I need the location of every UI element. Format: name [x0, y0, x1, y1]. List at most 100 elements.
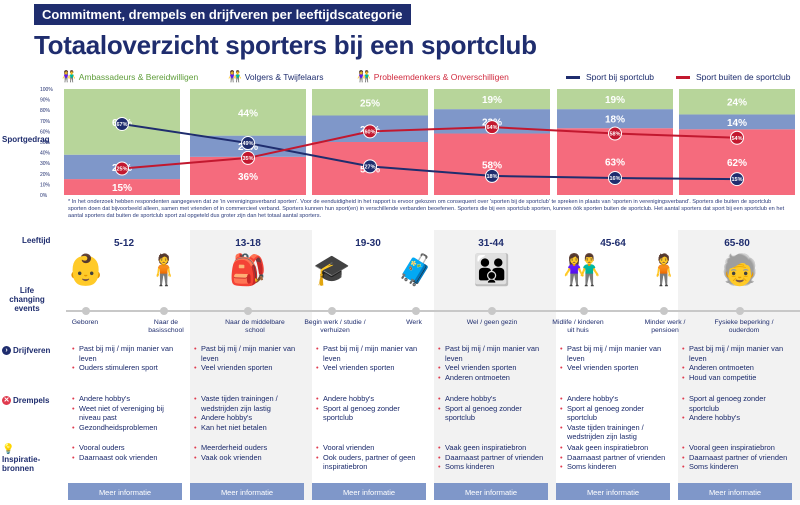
list-item: Anderen ontmoeten: [682, 363, 792, 373]
legend-club-label: Sport bij sportclub: [586, 72, 655, 82]
legend-club: Sport bij sportclub: [566, 70, 654, 84]
list-item: Past bij mij / mijn manier van leven: [194, 344, 304, 363]
line-point: [363, 159, 377, 174]
list-item: Sport al genoeg zonder sportclub: [316, 404, 426, 423]
life-event: Geboren: [71, 319, 99, 326]
bar-value-label: 24%: [727, 98, 747, 109]
life-event: Fysieke beperking / ouderdom: [714, 319, 774, 334]
bar-value-label: 44%: [238, 108, 258, 119]
legend-ambassadors: 👫 Ambassadeurs & Bereidwilligen: [62, 70, 198, 84]
age-label: 13-18: [235, 238, 261, 249]
timeline: [66, 307, 800, 315]
drempels-list: Vaste tijden trainingen / wedstrijden zi…: [194, 394, 304, 432]
row-label-inspiratie: 💡Inspiratie-bronnen: [2, 444, 52, 473]
line-point-label: 35%: [242, 156, 253, 162]
list-item: Daarnaast partner of vrienden: [682, 453, 792, 463]
line-point-label: 18%: [486, 174, 497, 180]
bar-value-label: 19%: [605, 95, 625, 106]
lightbulb-icon: 💡: [2, 444, 15, 455]
row-label-sportgedrag: Sportgedrag: [2, 135, 50, 144]
line-point-label: 54%: [731, 136, 742, 142]
line-point-label: 67%: [116, 122, 127, 128]
age-label: 31-44: [478, 238, 504, 249]
list-item: Ouders stimuleren sport: [72, 363, 182, 373]
life-event: Werk: [406, 319, 422, 326]
more-info-button[interactable]: Meer informatie: [556, 483, 670, 500]
life-event: Minder werk / pensioen: [644, 319, 686, 334]
line-point: [608, 171, 622, 186]
inspiratie-list: Vooral oudersDaarnaast ook vrienden: [72, 443, 182, 462]
legend-ambassadors-label: Ambassadeurs & Bereidwilligen: [78, 72, 199, 82]
line-point: [730, 172, 744, 187]
age-label: 19-30: [355, 238, 381, 249]
row-label-drijfveren: › Drijfveren: [2, 346, 50, 356]
inspiratie-list: Meerderheid oudersVaak ook vrienden: [194, 443, 304, 462]
series-line: [121, 122, 738, 181]
line-point: [608, 126, 622, 141]
line-point: [485, 120, 499, 135]
row-label-life: Life changing events: [9, 286, 45, 313]
list-item: Past bij mij / mijn manier van leven: [682, 344, 792, 363]
drijfveren-list: Past bij mij / mijn manier van levenVeel…: [560, 344, 670, 373]
legend-outside-label: Sport buiten de sportclub: [696, 72, 791, 82]
list-item: Andere hobby's: [682, 413, 792, 423]
line-point-label: 25%: [116, 167, 127, 173]
y-tick-label: 50%: [40, 140, 51, 146]
more-info-button[interactable]: Meer informatie: [190, 483, 304, 500]
y-tick-label: 70%: [40, 119, 51, 125]
list-item: Daarnaast partner of vrienden: [438, 453, 548, 463]
footnote: * In het onderzoek hebben respondenten a…: [68, 199, 785, 219]
list-item: Past bij mij / mijn manier van leven: [72, 344, 182, 363]
drempels-list: Andere hobby'sSport al genoeg zonder spo…: [316, 394, 426, 423]
list-item: Kan het niet betalen: [194, 423, 304, 433]
bar-segment: [679, 89, 795, 115]
y-tick-label: 30%: [40, 161, 51, 167]
drempels-list: Sport al genoeg zonder sportclubAndere h…: [682, 394, 792, 423]
life-event: Naar de basisschool: [148, 319, 184, 334]
legend-followers-label: Volgers & Twijfelaars: [244, 72, 324, 82]
y-tick-label: 90%: [40, 98, 51, 104]
navy-line-icon: [566, 75, 580, 79]
list-item: Past bij mij / mijn manier van leven: [316, 344, 426, 363]
list-item: Vaste tijden trainingen / wedstrijden zi…: [194, 394, 304, 413]
list-item: Soms kinderen: [438, 462, 548, 472]
more-info-button[interactable]: Meer informatie: [312, 483, 426, 500]
legend-followers: 👫 Volgers & Twijfelaars: [228, 70, 323, 84]
bar-value-label: 15%: [112, 183, 132, 194]
list-item: Vooral vrienden: [316, 443, 426, 453]
row-label-leeftijd: Leeftijd: [22, 236, 51, 245]
drijfveren-list: Past bij mij / mijn manier van levenOude…: [72, 344, 182, 373]
sport-behaviour-chart: 0%10%20%30%40%50%60%70%80%90%100%15%23%6…: [40, 87, 795, 199]
list-item: Andere hobby's: [438, 394, 548, 404]
bar-value-label: 14%: [727, 118, 747, 129]
bar-segment: [312, 89, 428, 116]
row-label-drempels: ✕ Drempels: [2, 396, 49, 406]
legend-problem-label: Probleemdenkers & Onverschilligen: [373, 72, 509, 82]
more-info-button[interactable]: Meer informatie: [678, 483, 792, 500]
y-tick-label: 20%: [40, 172, 51, 178]
list-item: Ook ouders, partner of geen inspiratiebr…: [316, 453, 426, 472]
list-item: Past bij mij / mijn manier van leven: [560, 344, 670, 363]
inspiratie-list: Vooral geen inspiratiebronDaarnaast part…: [682, 443, 792, 472]
line-point-label: 49%: [242, 141, 253, 147]
section-banner: Commitment, drempels en drijfveren per l…: [34, 4, 411, 25]
line-point-label: 58%: [609, 132, 620, 138]
bar-segment: [557, 89, 673, 110]
drempels-list: Andere hobby'sSport al genoeg zonder spo…: [560, 394, 670, 442]
list-item: Veel vrienden sporten: [194, 363, 304, 373]
inspiratie-list: Vaak geen inspiratiebronDaarnaast partne…: [438, 443, 548, 472]
legend-outside: Sport buiten de sportclub: [676, 70, 791, 84]
list-item: Daarnaast ook vrienden: [72, 453, 182, 463]
backpack-icon: 🎒: [229, 254, 267, 287]
more-info-button[interactable]: Meer informatie: [434, 483, 548, 500]
drijfveren-list: Past bij mij / mijn manier van levenVeel…: [316, 344, 426, 373]
list-item: Daarnaast partner of vrienden: [560, 453, 670, 463]
suitcase-icon: 🧳: [397, 254, 435, 287]
bar-value-label: 62%: [727, 158, 747, 169]
drijfveren-list: Past bij mij / mijn manier van levenVeel…: [194, 344, 304, 373]
list-item: Vaste tijden trainingen / wedstrijden zi…: [560, 423, 670, 442]
baby-icon: 👶: [67, 254, 105, 287]
bar-value-label: 63%: [605, 158, 625, 169]
more-info-button[interactable]: Meer informatie: [68, 483, 182, 500]
list-item: Meerderheid ouders: [194, 443, 304, 453]
